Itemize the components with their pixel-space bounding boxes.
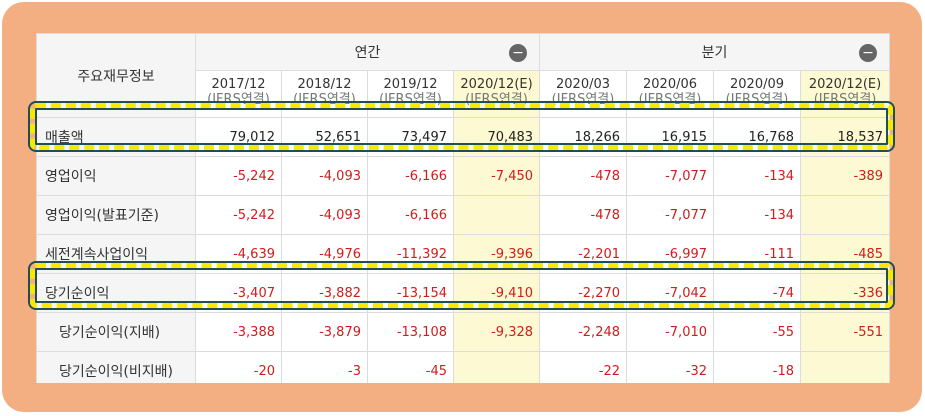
table-cell: -551 — [800, 312, 890, 352]
period-header: 2020/03 (IFRS연결) — [539, 70, 628, 118]
period-date: 2017/12 — [211, 77, 266, 92]
table-row: 영업이익(발표기준) -5,242 -4,093 -6,166 -478 -7,077 -1… — [36, 195, 890, 235]
table-cell: -134 — [713, 156, 802, 196]
table-cell: -5,242 — [195, 195, 282, 235]
table-cell: -32 — [626, 351, 715, 383]
table-cell: -4,093 — [281, 156, 368, 196]
period-date: 2020/06 — [643, 77, 698, 92]
row-label: 영업이익(발표기준) — [36, 195, 196, 235]
row-label: 당기순이익(비지배) — [36, 351, 196, 383]
table-cell: 18,537 — [800, 117, 890, 157]
financial-summary-table-container: 주요재무정보 연간 − 분기 − 2017/12 (IFRS연결) 2018/12(… — [36, 33, 890, 383]
table-cell: -6,166 — [367, 156, 454, 196]
row-label: 영업이익 — [36, 156, 196, 196]
period-date: 2020/09 — [730, 77, 785, 92]
annual-header: 연간 − — [194, 33, 541, 71]
table-cell: -4,093 — [281, 195, 368, 235]
table-cell: -3,388 — [195, 312, 282, 352]
period-date: 2020/12(E) — [808, 77, 882, 92]
table-cell: 52,651 — [281, 117, 368, 157]
quarterly-label: 분기 — [701, 45, 728, 61]
table-cell: -6,166 — [367, 195, 454, 235]
table-cell: 79,012 — [195, 117, 282, 157]
table-cell — [452, 351, 541, 383]
table-cell: -5,242 — [195, 156, 282, 196]
row-label: 당기순이익(지배) — [36, 312, 196, 352]
table-cell: -22 — [539, 351, 628, 383]
period-date: 2019/12 — [383, 77, 438, 92]
table-cell: -45 — [367, 351, 454, 383]
table-cell: -7,010 — [626, 312, 715, 352]
table-cell: -478 — [539, 195, 628, 235]
period-date: 2020/12(E) — [460, 77, 533, 92]
period-date: 2018/12 — [297, 77, 352, 92]
table-cell: -3,879 — [281, 312, 368, 352]
table-row: 영업이익 -5,242 -4,093 -6,166 -7,450 -478 -7,077 -1… — [36, 156, 890, 196]
table-cell: -7,077 — [626, 195, 715, 235]
period-date: 2020/03 — [556, 77, 611, 92]
period-header: 2020/09 (IFRS연결) — [713, 70, 802, 118]
highlight-net-income-row — [30, 263, 893, 308]
table-cell: -478 — [539, 156, 628, 196]
table-cell: -20 — [195, 351, 282, 383]
period-header: 2018/12 (IFRS연결) — [281, 70, 368, 118]
period-header: 2019/12 (IFRS연결) — [367, 70, 454, 118]
table-cell: -7,077 — [626, 156, 715, 196]
table-cell — [800, 351, 890, 383]
table-cell: -9,328 — [452, 312, 541, 352]
period-header: 2017/12 (IFRS연결) — [195, 70, 282, 118]
period-header: 2020/12(E) (IFRS연결) — [452, 70, 541, 118]
table-cell: -13,108 — [367, 312, 454, 352]
table-cell — [800, 195, 890, 235]
table-cell: -2,248 — [539, 312, 628, 352]
financial-summary-table: 주요재무정보 연간 − 분기 − 2017/12 (IFRS연결) 2018/12(… — [36, 33, 890, 383]
collapse-quarterly-icon[interactable]: − — [859, 44, 878, 62]
collapse-annual-icon[interactable]: − — [509, 44, 528, 62]
annual-label: 연간 — [354, 45, 381, 61]
table-cell: 70,483 — [452, 117, 541, 157]
highlight-revenue-row — [30, 103, 893, 150]
table-cell: -55 — [713, 312, 802, 352]
period-header: 2020/06 (IFRS연결) — [626, 70, 715, 118]
table-cell: -18 — [713, 351, 802, 383]
period-header: 2020/12(E) (IFRS연결) — [800, 70, 890, 118]
table-cell: -389 — [800, 156, 890, 196]
table-row: 당기순이익(지배) -3,388 -3,879 -13,108 -9,328 -2,248… — [36, 312, 890, 352]
table-cell: 16,915 — [626, 117, 715, 157]
table-cell — [452, 195, 541, 235]
row-label: 매출액 — [36, 117, 196, 157]
quarterly-header: 분기 − — [539, 33, 890, 71]
table-row: 당기순이익(비지배) -20 -3 -45 -22 -32 -18 — [36, 351, 890, 383]
table-cell: -134 — [713, 195, 802, 235]
table-cell: -3 — [281, 351, 368, 383]
table-cell: -7,450 — [452, 156, 541, 196]
